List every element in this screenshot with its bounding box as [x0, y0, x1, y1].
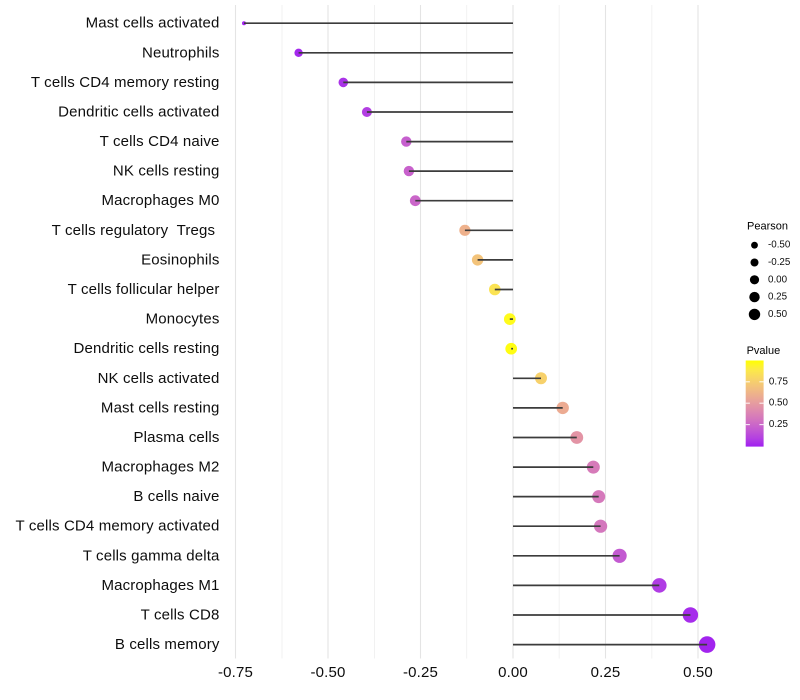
svg-text:NK cells resting: NK cells resting: [113, 163, 220, 180]
svg-text:T cells follicular helper: T cells follicular helper: [68, 281, 220, 298]
svg-text:0.00: 0.00: [498, 664, 528, 681]
svg-text:Mast cells activated: Mast cells activated: [86, 15, 220, 32]
svg-text:T cells CD4 memory resting: T cells CD4 memory resting: [31, 74, 220, 91]
svg-text:0.50: 0.50: [768, 309, 788, 320]
svg-text:-0.25: -0.25: [403, 664, 438, 681]
svg-text:0.50: 0.50: [769, 398, 789, 409]
svg-text:-0.75: -0.75: [218, 664, 253, 681]
svg-text:0.75: 0.75: [769, 376, 789, 387]
svg-text:Macrophages M1: Macrophages M1: [102, 577, 220, 594]
svg-text:Macrophages M0: Macrophages M0: [102, 192, 220, 209]
svg-text:0.25: 0.25: [591, 664, 621, 681]
svg-text:Dendritic cells activated: Dendritic cells activated: [58, 104, 219, 121]
svg-text:-0.25: -0.25: [768, 257, 791, 268]
svg-text:-0.50: -0.50: [768, 240, 791, 251]
svg-text:0.50: 0.50: [683, 664, 713, 681]
svg-text:0.00: 0.00: [768, 274, 788, 285]
svg-text:0.25: 0.25: [769, 419, 789, 430]
svg-text:T cells regulatory Tregs: T cells regulatory Tregs: [52, 222, 220, 239]
svg-text:Dendritic cells resting: Dendritic cells resting: [73, 340, 219, 357]
svg-text:-0.50: -0.50: [311, 664, 346, 681]
svg-text:T cells CD8: T cells CD8: [141, 607, 220, 624]
svg-text:B cells memory: B cells memory: [115, 636, 220, 653]
svg-text:Plasma cells: Plasma cells: [134, 429, 220, 446]
svg-text:T cells CD4 naive: T cells CD4 naive: [100, 133, 220, 150]
svg-text:Eosinophils: Eosinophils: [141, 251, 219, 268]
svg-text:Macrophages M2: Macrophages M2: [102, 459, 220, 476]
svg-text:T cells CD4 memory activated: T cells CD4 memory activated: [16, 518, 220, 535]
svg-text:0.25: 0.25: [768, 292, 788, 303]
svg-text:Monocytes: Monocytes: [146, 311, 220, 328]
svg-text:Neutrophils: Neutrophils: [142, 44, 220, 61]
svg-text:Pvalue: Pvalue: [747, 345, 781, 357]
svg-text:B cells naive: B cells naive: [133, 488, 219, 505]
svg-text:Mast cells resting: Mast cells resting: [101, 399, 220, 416]
svg-text:Pearson: Pearson: [747, 221, 788, 233]
svg-text:T cells gamma delta: T cells gamma delta: [83, 547, 220, 564]
svg-text:NK cells activated: NK cells activated: [98, 370, 220, 387]
